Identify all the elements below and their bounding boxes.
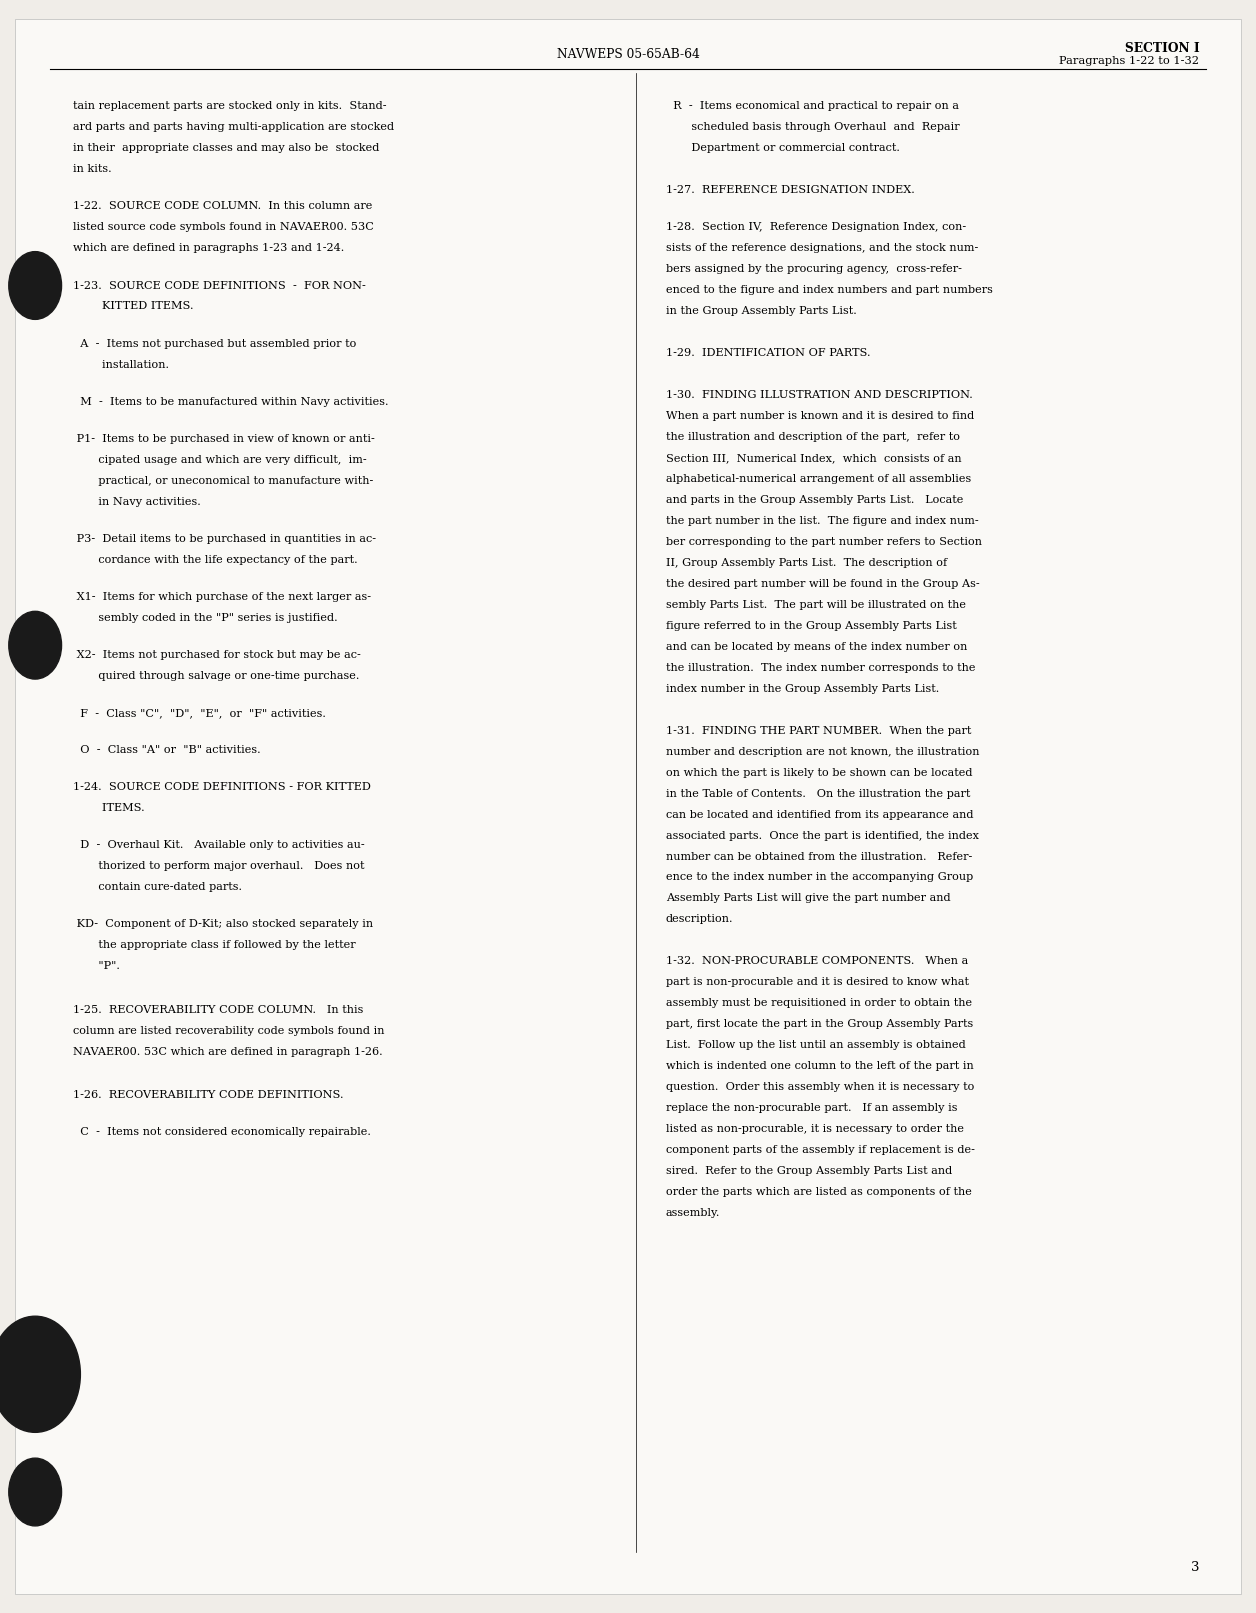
- Text: 1-27.  REFERENCE DESIGNATION INDEX.: 1-27. REFERENCE DESIGNATION INDEX.: [666, 185, 914, 195]
- Text: in Navy activities.: in Navy activities.: [73, 497, 201, 506]
- Text: question.  Order this assembly when it is necessary to: question. Order this assembly when it is…: [666, 1082, 975, 1092]
- Text: sired.  Refer to the Group Assembly Parts List and: sired. Refer to the Group Assembly Parts…: [666, 1166, 952, 1176]
- Text: in their  appropriate classes and may also be  stocked: in their appropriate classes and may als…: [73, 144, 379, 153]
- Text: Section III,  Numerical Index,  which  consists of an: Section III, Numerical Index, which cons…: [666, 453, 961, 463]
- Text: SECTION I: SECTION I: [1124, 42, 1199, 55]
- Circle shape: [0, 1316, 80, 1432]
- Text: cordance with the life expectancy of the part.: cordance with the life expectancy of the…: [73, 555, 358, 565]
- Text: R  -  Items economical and practical to repair on a: R - Items economical and practical to re…: [666, 102, 958, 111]
- Text: 1-28.  Section IV,  Reference Designation Index, con-: 1-28. Section IV, Reference Designation …: [666, 223, 966, 232]
- Text: ence to the index number in the accompanying Group: ence to the index number in the accompan…: [666, 873, 973, 882]
- Text: sists of the reference designations, and the stock num-: sists of the reference designations, and…: [666, 244, 978, 253]
- Text: assembly.: assembly.: [666, 1208, 720, 1218]
- Text: Assembly Parts List will give the part number and: Assembly Parts List will give the part n…: [666, 894, 951, 903]
- Text: description.: description.: [666, 915, 734, 924]
- Circle shape: [9, 1458, 62, 1526]
- Text: part is non-procurable and it is desired to know what: part is non-procurable and it is desired…: [666, 977, 968, 987]
- Text: C  -  Items not considered economically repairable.: C - Items not considered economically re…: [73, 1127, 371, 1137]
- Text: and parts in the Group Assembly Parts List.   Locate: and parts in the Group Assembly Parts Li…: [666, 495, 963, 505]
- Text: and can be located by means of the index number on: and can be located by means of the index…: [666, 642, 967, 652]
- Text: listed source code symbols found in NAVAER00. 53C: listed source code symbols found in NAVA…: [73, 223, 374, 232]
- Text: component parts of the assembly if replacement is de-: component parts of the assembly if repla…: [666, 1145, 975, 1155]
- Text: the part number in the list.  The figure and index num-: the part number in the list. The figure …: [666, 516, 978, 526]
- Text: practical, or uneconomical to manufacture with-: practical, or uneconomical to manufactur…: [73, 476, 373, 486]
- Text: X2-  Items not purchased for stock but may be ac-: X2- Items not purchased for stock but ma…: [73, 650, 360, 660]
- Text: column are listed recoverability code symbols found in: column are listed recoverability code sy…: [73, 1026, 384, 1036]
- Text: "P".: "P".: [73, 961, 119, 971]
- Text: index number in the Group Assembly Parts List.: index number in the Group Assembly Parts…: [666, 684, 939, 694]
- Text: ber corresponding to the part number refers to Section: ber corresponding to the part number ref…: [666, 537, 982, 547]
- Text: P1-  Items to be purchased in view of known or anti-: P1- Items to be purchased in view of kno…: [73, 434, 374, 444]
- Text: 1-25.  RECOVERABILITY CODE COLUMN.   In this: 1-25. RECOVERABILITY CODE COLUMN. In thi…: [73, 1005, 363, 1015]
- Text: 1-23.  SOURCE CODE DEFINITIONS  -  FOR NON-: 1-23. SOURCE CODE DEFINITIONS - FOR NON-: [73, 281, 365, 290]
- Text: listed as non-procurable, it is necessary to order the: listed as non-procurable, it is necessar…: [666, 1124, 963, 1134]
- Text: order the parts which are listed as components of the: order the parts which are listed as comp…: [666, 1187, 972, 1197]
- Circle shape: [9, 252, 62, 319]
- Text: the desired part number will be found in the Group As-: the desired part number will be found in…: [666, 579, 980, 589]
- Text: the appropriate class if followed by the letter: the appropriate class if followed by the…: [73, 940, 355, 950]
- Text: M  -  Items to be manufactured within Navy activities.: M - Items to be manufactured within Navy…: [73, 397, 388, 406]
- Text: NAVAER00. 53C which are defined in paragraph 1-26.: NAVAER00. 53C which are defined in parag…: [73, 1047, 383, 1057]
- Text: 1-24.  SOURCE CODE DEFINITIONS - FOR KITTED: 1-24. SOURCE CODE DEFINITIONS - FOR KITT…: [73, 782, 371, 792]
- Text: thorized to perform major overhaul.   Does not: thorized to perform major overhaul. Does…: [73, 861, 364, 871]
- Text: associated parts.  Once the part is identified, the index: associated parts. Once the part is ident…: [666, 831, 978, 840]
- Text: in the Table of Contents.   On the illustration the part: in the Table of Contents. On the illustr…: [666, 789, 970, 798]
- Text: 1-29.  IDENTIFICATION OF PARTS.: 1-29. IDENTIFICATION OF PARTS.: [666, 348, 870, 358]
- Text: 3: 3: [1191, 1561, 1199, 1574]
- Text: sembly Parts List.  The part will be illustrated on the: sembly Parts List. The part will be illu…: [666, 600, 966, 610]
- Text: tain replacement parts are stocked only in kits.  Stand-: tain replacement parts are stocked only …: [73, 102, 387, 111]
- Text: 1-31.  FINDING THE PART NUMBER.  When the part: 1-31. FINDING THE PART NUMBER. When the …: [666, 726, 971, 736]
- Text: 1-22.  SOURCE CODE COLUMN.  In this column are: 1-22. SOURCE CODE COLUMN. In this column…: [73, 202, 372, 211]
- Text: Paragraphs 1-22 to 1-32: Paragraphs 1-22 to 1-32: [1060, 56, 1199, 66]
- Text: X1-  Items for which purchase of the next larger as-: X1- Items for which purchase of the next…: [73, 592, 371, 602]
- Text: replace the non-procurable part.   If an assembly is: replace the non-procurable part. If an a…: [666, 1103, 957, 1113]
- Text: List.  Follow up the list until an assembly is obtained: List. Follow up the list until an assemb…: [666, 1040, 966, 1050]
- Text: 1-26.  RECOVERABILITY CODE DEFINITIONS.: 1-26. RECOVERABILITY CODE DEFINITIONS.: [73, 1090, 343, 1100]
- Text: sembly coded in the "P" series is justified.: sembly coded in the "P" series is justif…: [73, 613, 338, 623]
- Text: installation.: installation.: [73, 360, 168, 369]
- Text: can be located and identified from its appearance and: can be located and identified from its a…: [666, 810, 973, 819]
- Text: contain cure-dated parts.: contain cure-dated parts.: [73, 882, 242, 892]
- Text: O  -  Class "A" or  "B" activities.: O - Class "A" or "B" activities.: [73, 745, 260, 755]
- Text: on which the part is likely to be shown can be located: on which the part is likely to be shown …: [666, 768, 972, 777]
- Text: When a part number is known and it is desired to find: When a part number is known and it is de…: [666, 411, 973, 421]
- Text: the illustration and description of the part,  refer to: the illustration and description of the …: [666, 432, 960, 442]
- Text: ard parts and parts having multi-application are stocked: ard parts and parts having multi-applica…: [73, 123, 394, 132]
- Text: KD-  Component of D-Kit; also stocked separately in: KD- Component of D-Kit; also stocked sep…: [73, 919, 373, 929]
- Text: 1-32.  NON-PROCURABLE COMPONENTS.   When a: 1-32. NON-PROCURABLE COMPONENTS. When a: [666, 957, 968, 966]
- Text: 1-30.  FINDING ILLUSTRATION AND DESCRIPTION.: 1-30. FINDING ILLUSTRATION AND DESCRIPTI…: [666, 390, 972, 400]
- Text: in the Group Assembly Parts List.: in the Group Assembly Parts List.: [666, 306, 857, 316]
- Text: KITTED ITEMS.: KITTED ITEMS.: [73, 302, 193, 311]
- Text: A  -  Items not purchased but assembled prior to: A - Items not purchased but assembled pr…: [73, 339, 357, 348]
- Text: assembly must be requisitioned in order to obtain the: assembly must be requisitioned in order …: [666, 998, 972, 1008]
- Text: number can be obtained from the illustration.   Refer-: number can be obtained from the illustra…: [666, 852, 972, 861]
- Text: Department or commercial contract.: Department or commercial contract.: [666, 144, 899, 153]
- Text: NAVWEPS 05-65AB-64: NAVWEPS 05-65AB-64: [556, 48, 700, 61]
- Text: cipated usage and which are very difficult,  im-: cipated usage and which are very difficu…: [73, 455, 367, 465]
- Text: which is indented one column to the left of the part in: which is indented one column to the left…: [666, 1061, 973, 1071]
- Text: figure referred to in the Group Assembly Parts List: figure referred to in the Group Assembly…: [666, 621, 956, 631]
- Text: the illustration.  The index number corresponds to the: the illustration. The index number corre…: [666, 663, 975, 673]
- Text: quired through salvage or one-time purchase.: quired through salvage or one-time purch…: [73, 671, 359, 681]
- Text: II, Group Assembly Parts List.  The description of: II, Group Assembly Parts List. The descr…: [666, 558, 947, 568]
- Text: F  -  Class "C",  "D",  "E",  or  "F" activities.: F - Class "C", "D", "E", or "F" activiti…: [73, 708, 325, 718]
- Text: ITEMS.: ITEMS.: [73, 803, 144, 813]
- Text: P3-  Detail items to be purchased in quantities in ac-: P3- Detail items to be purchased in quan…: [73, 534, 376, 544]
- Text: scheduled basis through Overhaul  and  Repair: scheduled basis through Overhaul and Rep…: [666, 123, 960, 132]
- Text: enced to the figure and index numbers and part numbers: enced to the figure and index numbers an…: [666, 286, 992, 295]
- Text: number and description are not known, the illustration: number and description are not known, th…: [666, 747, 980, 756]
- Text: which are defined in paragraphs 1-23 and 1-24.: which are defined in paragraphs 1-23 and…: [73, 244, 344, 253]
- Circle shape: [9, 611, 62, 679]
- Text: alphabetical-numerical arrangement of all assemblies: alphabetical-numerical arrangement of al…: [666, 474, 971, 484]
- Text: in kits.: in kits.: [73, 165, 112, 174]
- Text: D  -  Overhaul Kit.   Available only to activities au-: D - Overhaul Kit. Available only to acti…: [73, 840, 364, 850]
- Text: part, first locate the part in the Group Assembly Parts: part, first locate the part in the Group…: [666, 1019, 973, 1029]
- Text: bers assigned by the procuring agency,  cross-refer-: bers assigned by the procuring agency, c…: [666, 265, 962, 274]
